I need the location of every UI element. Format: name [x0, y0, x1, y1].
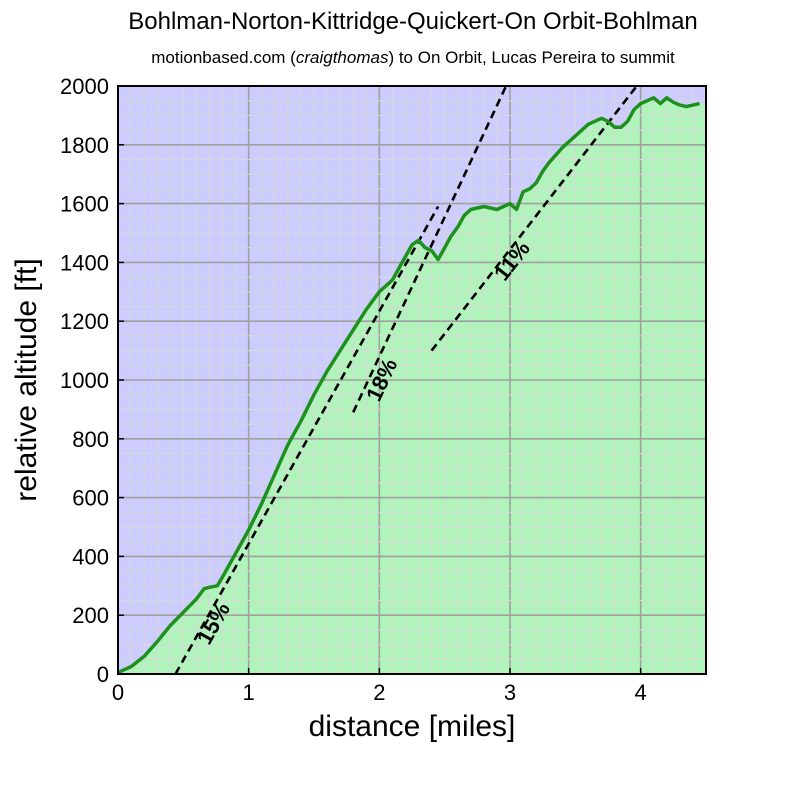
y-tick-label: 1400 [60, 250, 109, 275]
x-axis-ticks: 0 1 2 3 4 [112, 668, 647, 705]
y-tick-label: 400 [72, 544, 109, 569]
y-tick-label: 200 [72, 603, 109, 628]
y-axis-label: relative altitude [ft] [10, 258, 43, 501]
grid [118, 86, 706, 674]
profile-line [118, 96, 700, 674]
y-tick-label: 0 [97, 662, 109, 687]
y-tick-label: 1800 [60, 133, 109, 158]
y-axis-ticks: 0 200 400 600 800 1000 1200 1400 1600 1800 2000 [60, 74, 124, 687]
profile-area [118, 97, 706, 674]
y-tick-label: 2000 [60, 74, 109, 99]
x-axis-label: distance [miles] [309, 710, 516, 743]
chart-subtitle: motionbased.com (craigthomas) to On Orbi… [0, 48, 785, 68]
chart-title: Bohlman-Norton-Kittridge-Quickert-On Orb… [128, 8, 698, 35]
slope-guide-15pct [174, 205, 440, 674]
y-tick-label: 600 [72, 486, 109, 511]
y-tick-label: 1200 [60, 309, 109, 334]
x-tick-label: 2 [373, 680, 385, 705]
x-tick-label: 0 [112, 680, 124, 705]
subtitle-author: craigthomas [295, 48, 389, 67]
subtitle-prefix: motionbased.com ( [151, 48, 296, 67]
x-tick-label: 3 [504, 680, 516, 705]
slope-guide-18pct [352, 86, 508, 413]
y-tick-label: 1000 [60, 368, 109, 393]
x-tick-label: 4 [635, 680, 647, 705]
slope-guides [174, 86, 638, 674]
slope-guide-11pct [430, 86, 638, 352]
y-tick-label: 800 [72, 427, 109, 452]
subtitle-suffix: ) to On Orbit, Lucas Pereira to summit [388, 48, 675, 67]
y-tick-label: 1600 [60, 192, 109, 217]
x-tick-label: 1 [243, 680, 255, 705]
